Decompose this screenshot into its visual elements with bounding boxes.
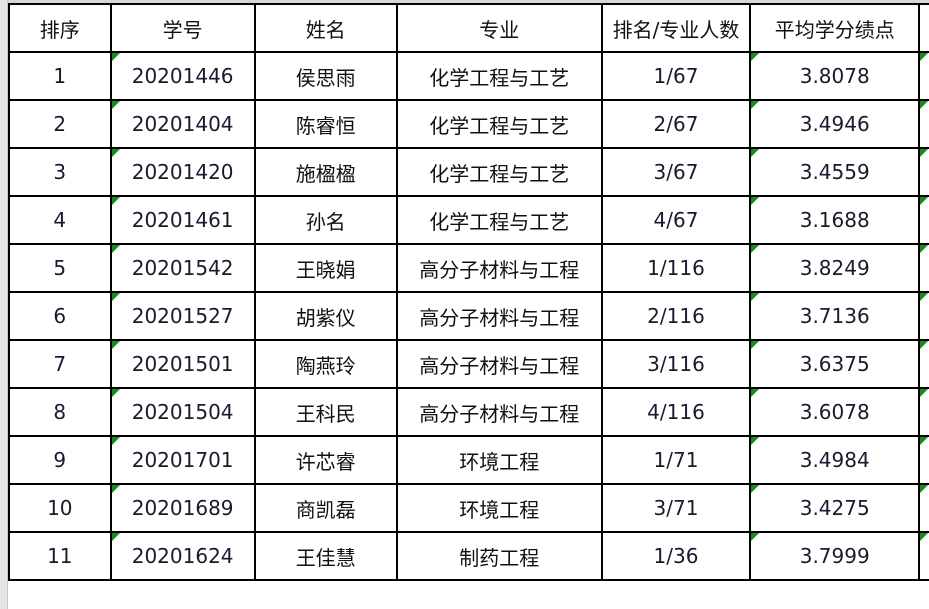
header-cell-gpa[interactable]: 平均学分绩点	[749, 3, 921, 53]
cell-rank[interactable]: 8	[8, 387, 112, 437]
cell-major[interactable]: 高分子材料与工程	[395, 291, 603, 341]
cell-rank[interactable]: 1	[8, 51, 112, 101]
cell-major[interactable]: 高分子材料与工程	[395, 243, 603, 293]
cell-next[interactable]	[918, 339, 929, 389]
cell-next[interactable]	[918, 99, 929, 149]
cell-student-id[interactable]: 20201624	[109, 531, 256, 581]
cell-major-rank[interactable]: 3/116	[600, 339, 752, 389]
cell-gpa[interactable]: 3.6078	[749, 387, 921, 437]
cell-name[interactable]: 侯思雨	[253, 51, 398, 101]
cell-gpa[interactable]: 3.4275	[749, 483, 921, 533]
cell-student-id[interactable]: 20201504	[109, 387, 256, 437]
cell-name[interactable]: 王晓娟	[253, 243, 398, 293]
cell-student-id[interactable]: 20201701	[109, 435, 256, 485]
table-row: 5 20201542 王晓娟 高分子材料与工程 1/116 3.8249	[8, 243, 929, 293]
cell-major[interactable]: 环境工程	[395, 435, 603, 485]
cell-gpa[interactable]: 3.1688	[749, 195, 921, 245]
cell-rank[interactable]: 9	[8, 435, 112, 485]
table-row: 7 20201501 陶燕玲 高分子材料与工程 3/116 3.6375	[8, 339, 929, 389]
cell-next[interactable]	[918, 147, 929, 197]
header-row: 排序 学号 姓名 专业 排名/专业人数 平均学分绩点	[8, 3, 929, 53]
cell-rank[interactable]: 11	[8, 531, 112, 581]
cell-student-id[interactable]: 20201461	[109, 195, 256, 245]
cell-student-id[interactable]: 20201689	[109, 483, 256, 533]
cell-next[interactable]	[918, 195, 929, 245]
header-cell-next[interactable]	[918, 3, 929, 53]
cell-major[interactable]: 化学工程与工艺	[395, 195, 603, 245]
cell-name[interactable]: 陈睿恒	[253, 99, 398, 149]
spreadsheet-grid: 排序 学号 姓名 专业 排名/专业人数 平均学分绩点 1 20201446 侯思雨化…	[8, 3, 929, 581]
table-row: 6 20201527 胡紫仪 高分子材料与工程 2/116 3.7136	[8, 291, 929, 341]
cell-major-rank[interactable]: 4/67	[600, 195, 752, 245]
cell-gpa[interactable]: 3.7999	[749, 531, 921, 581]
cell-major-rank[interactable]: 1/71	[600, 435, 752, 485]
cell-gpa[interactable]: 3.7136	[749, 291, 921, 341]
cell-rank[interactable]: 3	[8, 147, 112, 197]
cell-major-rank[interactable]: 1/67	[600, 51, 752, 101]
cell-student-id[interactable]: 20201542	[109, 243, 256, 293]
cell-rank[interactable]: 6	[8, 291, 112, 341]
cell-gpa[interactable]: 3.4984	[749, 435, 921, 485]
header-cell-student-id[interactable]: 学号	[109, 3, 256, 53]
cell-gpa[interactable]: 3.8249	[749, 243, 921, 293]
cell-major-rank[interactable]: 1/36	[600, 531, 752, 581]
cell-major-rank[interactable]: 2/116	[600, 291, 752, 341]
cell-name[interactable]: 孙名	[253, 195, 398, 245]
header-cell-major[interactable]: 专业	[395, 3, 603, 53]
table-row: 9 20201701 许芯睿 环境工程 1/71 3.4984	[8, 435, 929, 485]
cell-name[interactable]: 许芯睿	[253, 435, 398, 485]
table-row: 10 20201689 商凯磊 环境工程 3/71 3.4275	[8, 483, 929, 533]
table-row: 2 20201404 陈睿恒 化学工程与工艺 2/67 3.4946	[8, 99, 929, 149]
cell-major-rank[interactable]: 3/71	[600, 483, 752, 533]
cell-rank[interactable]: 2	[8, 99, 112, 149]
cell-name[interactable]: 胡紫仪	[253, 291, 398, 341]
cell-name[interactable]: 施楹楹	[253, 147, 398, 197]
cell-student-id[interactable]: 20201527	[109, 291, 256, 341]
cell-rank[interactable]: 5	[8, 243, 112, 293]
cell-next[interactable]	[918, 51, 929, 101]
cell-name[interactable]: 商凯磊	[253, 483, 398, 533]
cell-student-id[interactable]: 20201446	[109, 51, 256, 101]
column-header-strip	[0, 0, 929, 3]
header-cell-name[interactable]: 姓名	[253, 3, 398, 53]
table-row: 8 20201504 王科民 高分子材料与工程 4/116 3.6078	[8, 387, 929, 437]
cell-name[interactable]: 陶燕玲	[253, 339, 398, 389]
cell-student-id[interactable]: 20201501	[109, 339, 256, 389]
cell-gpa[interactable]: 3.8078	[749, 51, 921, 101]
cell-gpa[interactable]: 3.6375	[749, 339, 921, 389]
cell-major[interactable]: 高分子材料与工程	[395, 387, 603, 437]
cell-next[interactable]	[918, 435, 929, 485]
cell-major[interactable]: 环境工程	[395, 483, 603, 533]
table-row: 4 20201461 孙名 化学工程与工艺 4/67 3.1688	[8, 195, 929, 245]
cell-major[interactable]: 化学工程与工艺	[395, 51, 603, 101]
cell-student-id[interactable]: 20201420	[109, 147, 256, 197]
cell-name[interactable]: 王科民	[253, 387, 398, 437]
table-row: 1 20201446 侯思雨 化学工程与工艺 1/67 3.8078	[8, 51, 929, 101]
cell-gpa[interactable]: 3.4946	[749, 99, 921, 149]
cell-major-rank[interactable]: 1/116	[600, 243, 752, 293]
cell-major-rank[interactable]: 2/67	[600, 99, 752, 149]
table-row: 11 20201624 王佳慧 制药工程 1/36 3.7999	[8, 531, 929, 581]
cell-next[interactable]	[918, 387, 929, 437]
cell-next[interactable]	[918, 483, 929, 533]
cell-major-rank[interactable]: 3/67	[600, 147, 752, 197]
cell-major[interactable]: 制药工程	[395, 531, 603, 581]
cell-major[interactable]: 化学工程与工艺	[395, 147, 603, 197]
row-header-strip	[0, 0, 8, 609]
table-row: 3 20201420 施楹楹 化学工程与工艺 3/67 3.4559	[8, 147, 929, 197]
cell-next[interactable]	[918, 243, 929, 293]
cell-major-rank[interactable]: 4/116	[600, 387, 752, 437]
cell-next[interactable]	[918, 531, 929, 581]
cell-next[interactable]	[918, 291, 929, 341]
header-cell-rank[interactable]: 排序	[8, 3, 112, 53]
cell-rank[interactable]: 10	[8, 483, 112, 533]
cell-student-id[interactable]: 20201404	[109, 99, 256, 149]
cell-gpa[interactable]: 3.4559	[749, 147, 921, 197]
cell-major[interactable]: 化学工程与工艺	[395, 99, 603, 149]
cell-rank[interactable]: 4	[8, 195, 112, 245]
cell-name[interactable]: 王佳慧	[253, 531, 398, 581]
header-cell-major-rank[interactable]: 排名/专业人数	[600, 3, 752, 53]
cell-major[interactable]: 高分子材料与工程	[395, 339, 603, 389]
cell-rank[interactable]: 7	[8, 339, 112, 389]
